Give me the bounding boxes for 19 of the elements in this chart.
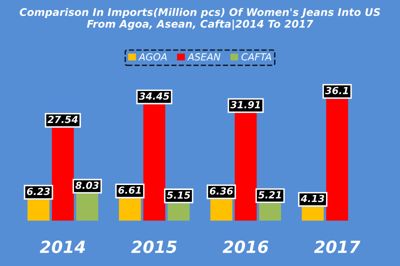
legend-label: AGOA <box>138 53 167 61</box>
data-label: 6.23 <box>26 188 50 196</box>
data-label: 4.13 <box>300 194 324 202</box>
data-label: 34.45 <box>138 92 170 100</box>
data-label: 36.1 <box>325 86 348 94</box>
chart-title: Comparison In Imports(Million pcs) Of Women's Jeans Into US From Agoa, Asean, Cafta|2014 To 2017 <box>20 8 380 30</box>
data-label: 31.91 <box>230 101 260 108</box>
data-label: 27.54 <box>48 116 78 124</box>
x-tick-label: 2015 <box>131 240 177 254</box>
legend-label: CAFTA <box>241 53 272 61</box>
data-label: 6.61 <box>118 186 141 194</box>
data-label: 6.36 <box>210 187 233 195</box>
data-label: 5.21 <box>258 191 281 199</box>
x-tick-label: 2014 <box>40 240 86 254</box>
legend-label: ASEAN <box>187 53 220 61</box>
x-tick-label: 2016 <box>222 240 268 254</box>
data-label: 5.15 <box>166 192 190 199</box>
x-tick-label: 2017 <box>314 240 360 254</box>
data-label: 8.03 <box>75 182 99 189</box>
